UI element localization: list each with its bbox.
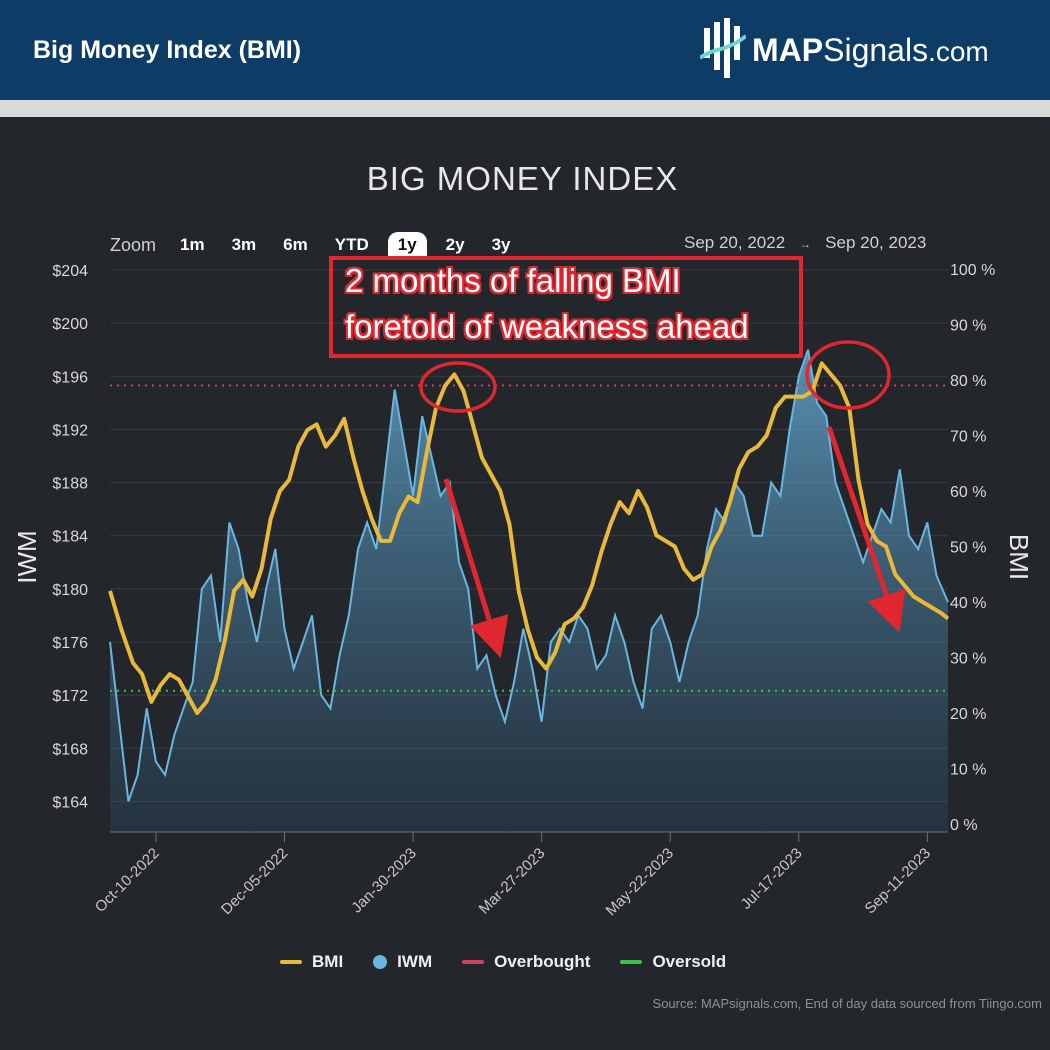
left-axis: $164 $168 $172 $176 $180 $184 $188 $192 $196 $200… <box>52 263 88 811</box>
decline-arrow-1 <box>443 478 509 659</box>
left-tick-label: $200 <box>52 316 88 333</box>
overbought-swatch <box>462 960 485 964</box>
annotation-box <box>329 256 803 358</box>
oversold-swatch <box>620 960 643 964</box>
page-title: Big Money Index (BMI) <box>33 36 302 64</box>
x-tick-label: May-22-2023 <box>603 845 678 920</box>
annotation-marks <box>419 340 906 659</box>
right-tick-label: 70 % <box>950 429 986 446</box>
iwm-swatch <box>373 955 388 969</box>
legend: BMI IWM Overbought Oversold <box>280 952 756 972</box>
zoom-2y-button[interactable]: 2y <box>445 235 465 254</box>
annotation-text: 2 months of falling BMI foretold of weak… <box>345 258 749 350</box>
mapsignals-logo[interactable]: MAPSignals.com <box>698 18 1030 84</box>
left-tick-label: $184 <box>52 529 88 546</box>
right-tick-label: 100 % <box>950 262 995 279</box>
x-tick-label: Mar-27-2023 <box>476 845 549 918</box>
peak-circle-2 <box>805 340 891 410</box>
right-tick-label: 30 % <box>950 651 986 668</box>
source-note: Source: MAPsignals.com, End of day data … <box>652 996 1042 1011</box>
right-tick-label: 60 % <box>950 484 986 501</box>
zoom-ytd-button[interactable]: YTD <box>334 235 369 254</box>
legend-label-iwm: IWM <box>397 952 433 971</box>
y-axis-label-left: IWM <box>12 530 42 583</box>
left-tick-label: $192 <box>52 422 88 439</box>
date-range: Sep 20, 2022 → Sep 20, 2023 <box>684 233 926 253</box>
right-tick-label: 20 % <box>950 706 986 723</box>
x-tick-label: Jan-30-2023 <box>348 845 420 917</box>
left-tick-label: $204 <box>52 263 88 280</box>
chart-title: BIG MONEY INDEX <box>366 160 679 197</box>
right-tick-label: 90 % <box>950 318 986 335</box>
left-tick-label: $176 <box>52 635 88 652</box>
left-tick-label: $196 <box>52 369 88 386</box>
left-tick-label: $180 <box>52 582 88 599</box>
y-axis-label-right: BMI <box>1004 534 1034 580</box>
bmi-swatch <box>280 960 302 964</box>
legend-label-overbought: Overbought <box>494 952 591 971</box>
iwm-line <box>109 349 949 802</box>
annotation-line-1: 2 months of falling BMI <box>345 262 681 299</box>
left-tick-label: $168 <box>52 741 88 758</box>
zoom-3y-button[interactable]: 3y <box>491 235 511 254</box>
zoom-label: Zoom <box>110 234 157 255</box>
peak-circle-1 <box>419 361 497 413</box>
legend-label-oversold: Oversold <box>652 952 727 971</box>
annotation-line-2: foretold of weakness ahead <box>345 308 749 345</box>
logo-text-suffix: .com <box>928 36 989 67</box>
legend-label-bmi: BMI <box>312 952 344 971</box>
range-to-input[interactable]: Sep 20, 2023 <box>825 233 927 252</box>
right-tick-label: 10 % <box>950 762 986 779</box>
legend-item-oversold[interactable]: Oversold <box>620 952 726 972</box>
legend-item-iwm[interactable]: IWM <box>373 952 432 972</box>
range-from-input[interactable]: Sep 20, 2022 <box>684 233 786 252</box>
range-arrow-icon: → <box>799 237 812 251</box>
zoom-3m-button[interactable]: 3m <box>231 235 257 254</box>
right-tick-label: 80 % <box>950 373 986 390</box>
mapsignals-logo-icon <box>698 18 748 78</box>
zoom-1m-button[interactable]: 1m <box>180 235 205 254</box>
left-tick-label: $164 <box>52 794 88 811</box>
right-axis: 0 % 10 % 20 % 30 % 40 % 50 % 60 % 70 % 80 % 90 % 1… <box>950 262 995 834</box>
logo-text: MAPSignals.com <box>752 32 989 69</box>
x-tick-label: Sep-11-2023 <box>862 845 935 918</box>
decline-arrow-2 <box>826 426 906 633</box>
logo-text-rest: Signals <box>823 32 929 68</box>
left-tick-label: $172 <box>52 688 88 705</box>
header-divider <box>0 100 1050 117</box>
x-tick-label: Dec-05-2022 <box>218 845 291 918</box>
legend-item-bmi[interactable]: BMI <box>280 952 343 972</box>
bmi-chart: Oct-10-2022 Dec-05-2022 Jan-30-2023 Mar-27-… <box>12 262 1034 920</box>
right-tick-label: 40 % <box>950 595 986 612</box>
zoom-1y-button[interactable]: 1y <box>387 232 427 258</box>
x-tick-label: Oct-10-2022 <box>92 845 163 916</box>
header-bar: Big Money Index (BMI) MAPSignals.com <box>0 0 1050 100</box>
right-tick-label: 0 % <box>950 817 978 834</box>
x-tick-label: Jul-17-2023 <box>738 845 806 913</box>
logo-text-bold: MAP <box>752 32 824 68</box>
zoom-controls: Zoom 1m 3m 6m YTD 1y 2y 3y <box>110 232 530 258</box>
left-tick-label: $188 <box>52 476 88 493</box>
legend-item-overbought[interactable]: Overbought <box>462 952 590 972</box>
right-tick-label: 50 % <box>950 540 986 557</box>
zoom-6m-button[interactable]: 6m <box>283 235 308 254</box>
iwm-area <box>110 349 948 832</box>
x-axis: Oct-10-2022 Dec-05-2022 Jan-30-2023 Mar-27-… <box>92 831 948 920</box>
